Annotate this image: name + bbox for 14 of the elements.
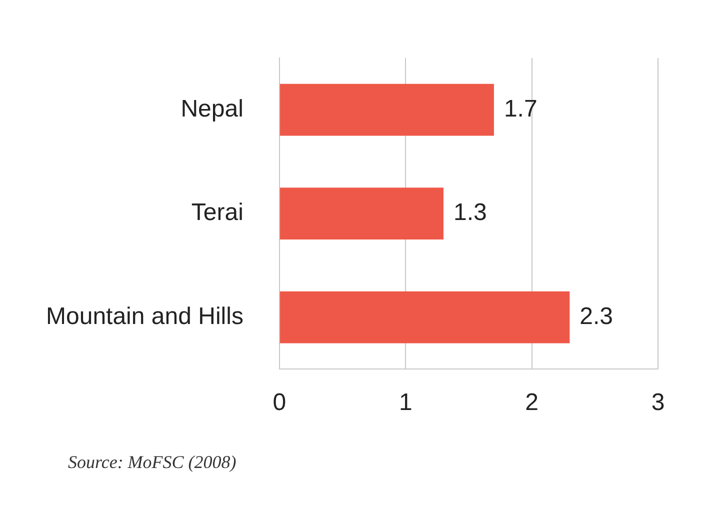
bar [280, 291, 570, 344]
y-tick-label: Terai [191, 199, 244, 226]
source-note: Source: MoFSC (2008) [68, 452, 238, 473]
data-label: 1.7 [504, 95, 538, 122]
x-tick-label: 3 [651, 389, 665, 416]
bar [280, 84, 494, 136]
x-tick-label: 0 [272, 389, 286, 416]
y-tick-label: Nepal [180, 95, 244, 122]
data-label: 1.3 [453, 199, 487, 226]
data-label: 2.3 [580, 302, 614, 330]
y-tick-label: Mountain and Hills [46, 302, 244, 330]
x-tick-label: 2 [525, 389, 538, 416]
x-tick-label: 1 [398, 389, 412, 416]
bar [280, 188, 444, 240]
